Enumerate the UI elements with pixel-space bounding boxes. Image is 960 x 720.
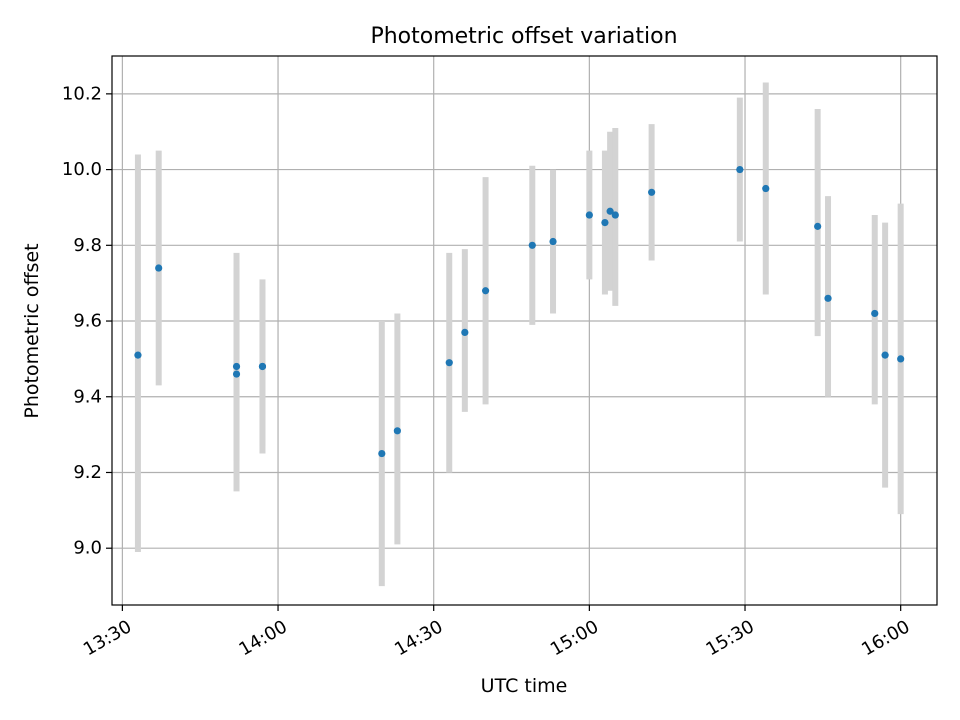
y-tick-label: 9.0 — [73, 538, 102, 559]
data-point — [461, 328, 469, 336]
data-point — [824, 294, 832, 302]
y-axis-ticks: 9.0 9.2 9.4 9.6 9.8 10.0 10.2 — [62, 83, 112, 559]
chart-title: Photometric offset variation — [370, 24, 677, 49]
data-point — [897, 355, 905, 363]
data-point — [606, 207, 614, 215]
y-tick-label: 9.8 — [73, 235, 102, 256]
data-point — [481, 287, 490, 295]
data-point — [155, 264, 163, 272]
y-tick-label: 9.4 — [73, 386, 102, 407]
plot-frame — [111, 55, 938, 606]
y-tick-label: 9.2 — [73, 462, 102, 483]
data-point — [601, 218, 609, 227]
data-point — [232, 370, 241, 378]
data-point — [134, 351, 142, 359]
data-point — [549, 237, 557, 246]
data-point — [393, 427, 401, 435]
data-points — [134, 165, 905, 458]
data-point — [736, 165, 744, 174]
data-point — [232, 362, 241, 371]
y-tick-label: 10.0 — [62, 159, 102, 180]
data-point — [814, 222, 822, 230]
data-point — [611, 211, 619, 219]
data-point — [258, 362, 267, 371]
y-tick-label: 10.2 — [62, 83, 102, 104]
data-point — [881, 351, 889, 359]
data-point — [871, 309, 879, 318]
data-point — [445, 359, 453, 367]
data-point — [762, 184, 770, 193]
y-axis-label: Photometric offset — [21, 243, 43, 418]
y-tick-label: 9.6 — [73, 311, 102, 332]
x-axis-label: UTC time — [481, 675, 568, 697]
data-point — [528, 241, 536, 249]
data-point — [648, 188, 656, 196]
data-point — [585, 211, 593, 219]
data-point — [378, 449, 386, 458]
